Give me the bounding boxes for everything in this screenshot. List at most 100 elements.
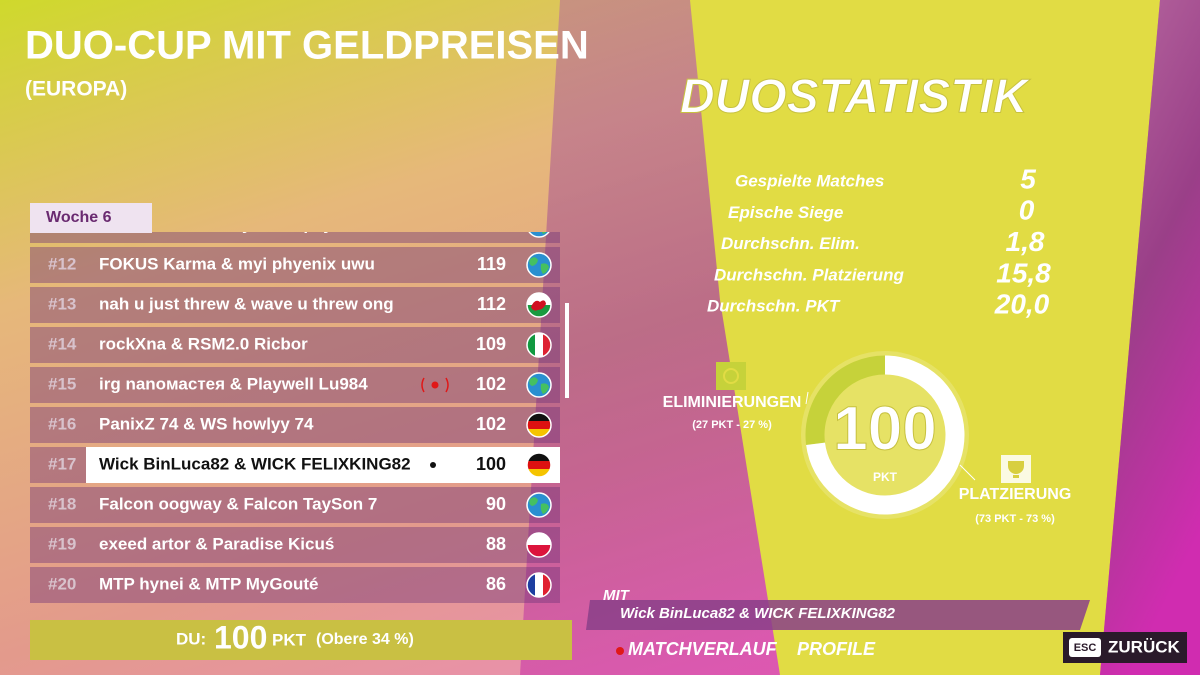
row-bg	[30, 232, 560, 243]
flag-ring	[526, 292, 552, 318]
row-rank-bg	[30, 447, 86, 483]
you-label: DU:	[176, 629, 206, 648]
leaderboard-row[interactable]: #13 nah u just threw & wave u threw ong 11…	[30, 287, 560, 323]
row-bg	[30, 327, 560, 363]
row-name: irg nanoмастея & Playwell Lu984	[99, 374, 368, 393]
leaderboard-row[interactable]: #17 Wick BinLuca82 & WICK FELIXKING82 100	[30, 447, 560, 483]
flag-stripe	[527, 453, 551, 462]
flag	[527, 333, 551, 357]
scrollbar[interactable]	[565, 303, 569, 398]
segment-detail: (73 PKT - 73 %)	[975, 513, 1055, 525]
row-rank: #14	[48, 334, 77, 353]
connector	[959, 464, 976, 481]
panel-edge	[1100, 0, 1200, 675]
row-bg	[30, 567, 560, 603]
flag-ring	[526, 452, 552, 478]
back-label: ZURÜCK	[1108, 637, 1180, 656]
row-bg	[30, 367, 560, 403]
elim-icon-target	[723, 368, 739, 384]
row-bg	[30, 407, 560, 443]
stat-label: Epische Siege	[728, 203, 843, 222]
flag-stripe	[527, 413, 551, 422]
row-points: 102	[476, 414, 506, 434]
stat-label: Durchschn. Platzierung	[714, 265, 904, 284]
flag-stripe	[527, 545, 551, 557]
stat-value: 20,0	[994, 289, 1050, 320]
row-self-dot	[430, 462, 436, 468]
nav-indicator	[616, 647, 624, 655]
row-name: nah u just threw & wave u threw ong	[99, 294, 394, 313]
leaderboard-row[interactable]: s & Psycho Nipsy 121	[30, 207, 560, 243]
row-points: 121	[476, 214, 506, 234]
row-rank: #15	[48, 374, 76, 393]
nav-tab[interactable]: MATCHVERLAUF	[628, 639, 778, 659]
flag-stripe	[527, 461, 551, 470]
leaderboard-row[interactable]: #15 irg nanoмастея & Playwell Lu984 102	[30, 367, 560, 403]
row-name: Falcon oogway & Falcon TaySon 7	[99, 494, 377, 513]
row-points: 119	[477, 254, 506, 274]
partner-name: Wick BinLuca82 & WICK FELIXKING82	[620, 605, 896, 622]
flag-land	[529, 257, 549, 274]
leaderboard-row[interactable]: #18 Falcon oogway & Falcon TaySon 7 90	[30, 487, 560, 523]
flag-ring	[526, 332, 552, 358]
row-bg	[30, 287, 560, 323]
segment-label: ELIMINIERUNGEN	[663, 394, 802, 411]
row-name: s & Psycho Nipsy	[190, 214, 333, 233]
flag-ring	[526, 372, 552, 398]
leaderboard-row[interactable]: #14 rockXna & RSM2.0 Ricbor 109	[30, 327, 560, 363]
live-dot	[431, 381, 439, 389]
connector	[805, 391, 809, 405]
row-points: 102	[476, 374, 506, 394]
row-points: 86	[486, 574, 506, 594]
score-donut: 100 PKT ELIMINIERUNGEN (27 PKT - 27 %) PLATZ…	[663, 351, 1071, 525]
row-rank: #17	[48, 454, 76, 473]
flag-ring	[526, 492, 552, 518]
esc-key	[1069, 638, 1101, 657]
you-bar	[30, 620, 572, 660]
flag-stripe	[535, 333, 544, 357]
esc-key-label: ESC	[1074, 642, 1097, 654]
flag-stripe	[543, 333, 551, 357]
leaderboard-row[interactable]: #20 MTP hynei & MTP MyGouté 86	[30, 567, 560, 603]
leaderboard-row[interactable]: #12 FOKUS Karma & myi phyenix uwu 119	[30, 247, 560, 283]
week-tab-label: Woche 6	[46, 209, 112, 226]
leaderboard-row[interactable]: #19 exeed artor & Paradise Kicuś 88	[30, 527, 560, 563]
live-ring	[421, 377, 449, 393]
you-points: 100	[214, 619, 267, 655]
row-points: 112	[477, 294, 506, 314]
row-name: exeed artor & Paradise Kicuś	[99, 534, 334, 553]
flag-stripe	[527, 573, 536, 597]
nav-tab[interactable]: PROFILE	[797, 639, 876, 659]
flag-ring	[526, 572, 552, 598]
stat-value: 1,8	[1006, 226, 1045, 257]
flag-stripe	[535, 573, 544, 597]
donut-bg	[801, 351, 969, 519]
flag-ring	[528, 232, 550, 238]
flag-land	[529, 377, 549, 394]
row-points: 109	[476, 334, 506, 354]
row-points: 88	[486, 534, 506, 554]
flag-stripe	[527, 429, 551, 437]
row-name: PanixZ 74 & WS howlyy 74	[99, 414, 314, 433]
donut-segment	[806, 355, 965, 515]
row-name: MTP hynei & MTP MyGouté	[99, 574, 318, 593]
stat-label: Gespielte Matches	[735, 171, 884, 190]
stat-label: Durchschn. PKT	[707, 297, 841, 316]
you-rank: (Obere 34 %)	[316, 631, 414, 648]
leaderboard: s & Psycho Nipsy 121 #12 FOKUS Karma & myi …	[30, 207, 560, 603]
score-unit: PKT	[873, 470, 898, 484]
flag-ring	[526, 532, 552, 558]
row-rank: #13	[48, 294, 76, 313]
partner-bar	[586, 600, 1090, 630]
flag	[527, 573, 551, 597]
leaderboard-row[interactable]: #16 PanixZ 74 & WS howlyy 74 102	[30, 407, 560, 443]
flag	[527, 232, 551, 237]
score-total: 100	[833, 394, 936, 463]
stats-panel	[690, 0, 1160, 675]
flag-stripe	[527, 533, 551, 546]
flag-stripe	[527, 469, 551, 477]
week-tab[interactable]	[30, 203, 152, 233]
row-rank: #20	[48, 574, 76, 593]
title: DUO-CUP MIT GELDPREISEN	[25, 24, 589, 68]
